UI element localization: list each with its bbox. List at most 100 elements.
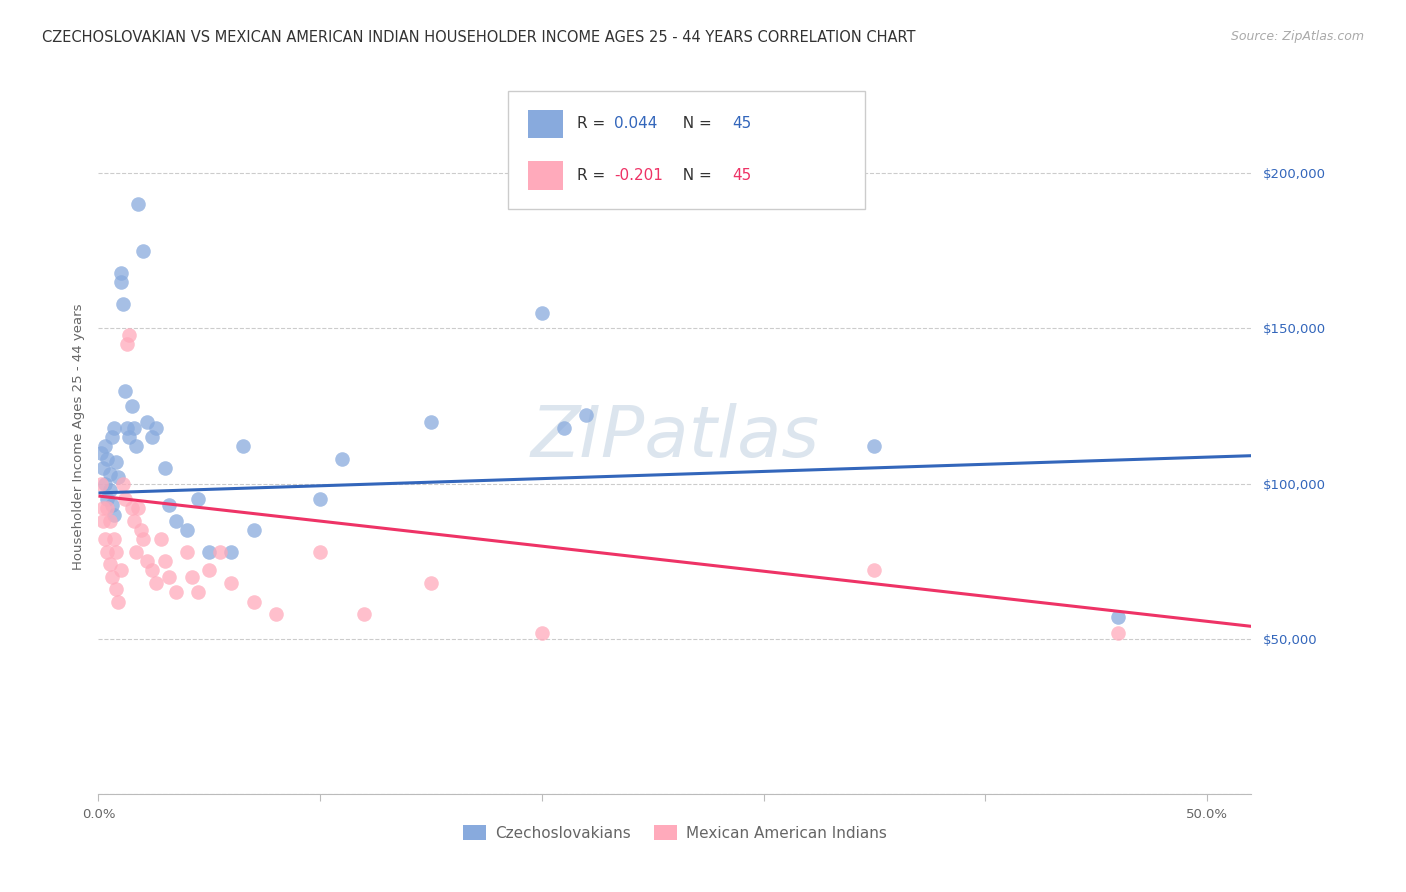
Point — [121, 501, 143, 516]
Text: Source: ZipAtlas.com: Source: ZipAtlas.com — [1230, 30, 1364, 44]
Point — [107, 594, 129, 608]
Point — [198, 545, 221, 559]
Point — [231, 439, 254, 453]
Point — [127, 501, 149, 516]
Point — [575, 409, 598, 423]
FancyBboxPatch shape — [529, 110, 562, 138]
Point — [103, 508, 125, 522]
Point — [553, 421, 575, 435]
Text: 45: 45 — [733, 117, 752, 131]
Point — [98, 467, 121, 482]
Point — [353, 607, 375, 621]
Point — [96, 492, 118, 507]
Point — [157, 570, 180, 584]
Text: ZIPatlas: ZIPatlas — [530, 402, 820, 472]
Point — [114, 492, 136, 507]
Point — [121, 399, 143, 413]
Point — [117, 421, 139, 435]
Point — [136, 554, 159, 568]
Point — [110, 266, 132, 280]
Point — [107, 470, 129, 484]
Point — [1107, 610, 1129, 624]
Point — [330, 451, 353, 466]
FancyBboxPatch shape — [508, 91, 865, 209]
Point — [221, 545, 243, 559]
Point — [90, 476, 112, 491]
Point — [157, 499, 180, 513]
Legend: Czechoslovakians, Mexican American Indians: Czechoslovakians, Mexican American India… — [457, 819, 893, 847]
Point — [96, 545, 118, 559]
Point — [145, 421, 167, 435]
Point — [242, 594, 264, 608]
Point — [221, 575, 243, 590]
Point — [118, 430, 141, 444]
Point — [198, 564, 221, 578]
Point — [420, 415, 443, 429]
Point — [309, 492, 332, 507]
Point — [165, 514, 187, 528]
Point — [98, 483, 121, 497]
Text: N =: N = — [672, 169, 716, 183]
Point — [863, 564, 886, 578]
Point — [176, 545, 198, 559]
Point — [125, 545, 148, 559]
Point — [132, 533, 155, 547]
Point — [141, 430, 163, 444]
Point — [180, 570, 202, 584]
Point — [103, 421, 125, 435]
Point — [122, 514, 145, 528]
Point — [94, 533, 117, 547]
Point — [110, 275, 132, 289]
Text: CZECHOSLOVAKIAN VS MEXICAN AMERICAN INDIAN HOUSEHOLDER INCOME AGES 25 - 44 YEARS: CZECHOSLOVAKIAN VS MEXICAN AMERICAN INDI… — [42, 30, 915, 45]
Point — [530, 625, 553, 640]
FancyBboxPatch shape — [529, 161, 562, 190]
Point — [100, 499, 122, 513]
Point — [96, 501, 118, 516]
Point — [127, 197, 149, 211]
Point — [176, 523, 198, 537]
Point — [136, 415, 159, 429]
Point — [863, 439, 886, 453]
Text: N =: N = — [672, 117, 716, 131]
Point — [111, 476, 134, 491]
Point — [110, 564, 132, 578]
Point — [165, 585, 187, 599]
Point — [129, 523, 152, 537]
Point — [149, 533, 172, 547]
Text: R =: R = — [576, 169, 610, 183]
Point — [145, 575, 167, 590]
Point — [111, 296, 134, 310]
Point — [132, 244, 155, 258]
Point — [153, 554, 176, 568]
Text: -0.201: -0.201 — [614, 169, 662, 183]
Point — [91, 461, 114, 475]
Point — [105, 582, 128, 596]
Point — [242, 523, 264, 537]
Point — [530, 306, 553, 320]
Point — [94, 439, 117, 453]
Point — [94, 476, 117, 491]
Text: 45: 45 — [733, 169, 752, 183]
Point — [90, 445, 112, 459]
Point — [141, 564, 163, 578]
Point — [100, 570, 122, 584]
Point — [153, 461, 176, 475]
Point — [114, 384, 136, 398]
Point — [118, 327, 141, 342]
Point — [91, 514, 114, 528]
Text: 0.044: 0.044 — [614, 117, 657, 131]
Point — [105, 455, 128, 469]
Point — [96, 451, 118, 466]
Point — [209, 545, 232, 559]
Y-axis label: Householder Income Ages 25 - 44 years: Householder Income Ages 25 - 44 years — [72, 304, 84, 570]
Point — [309, 545, 332, 559]
Point — [187, 585, 209, 599]
Point — [420, 575, 443, 590]
Point — [100, 430, 122, 444]
Point — [98, 514, 121, 528]
Point — [117, 337, 139, 351]
Point — [105, 545, 128, 559]
Point — [98, 558, 121, 572]
Point — [91, 501, 114, 516]
Point — [125, 439, 148, 453]
